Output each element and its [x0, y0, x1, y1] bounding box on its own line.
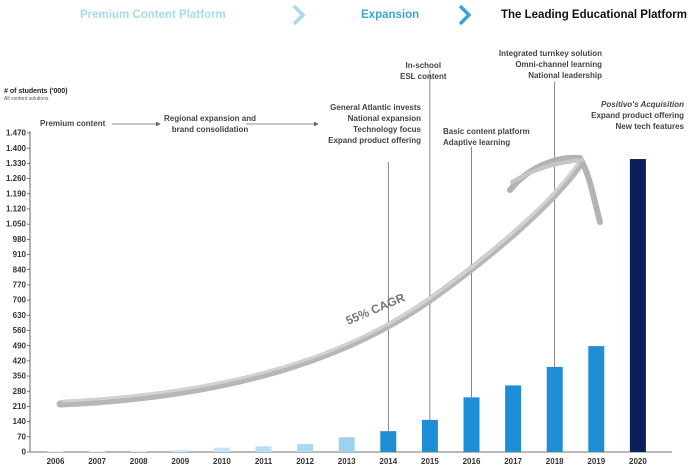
y-tick-label: 1.190 — [6, 189, 27, 198]
y-axis-sublabel: All content solutions — [4, 96, 49, 102]
x-tick-label: 2014 — [379, 457, 397, 466]
x-tick-label: 2010 — [213, 457, 231, 466]
phase-leading-educational-platform: The Leading Educational Platform — [501, 9, 687, 21]
y-tick-label: 490 — [13, 341, 27, 350]
y-tick-label: 140 — [13, 417, 27, 426]
y-axis-label: # of students ('000) — [4, 88, 68, 95]
bar-2020 — [629, 159, 646, 452]
y-tick-label: 1.050 — [6, 220, 27, 229]
x-tick-label: 2006 — [47, 457, 65, 466]
bar-series — [47, 159, 646, 452]
phase-premium-content-platform: Premium Content Platform — [80, 9, 226, 21]
y-tick-label: 280 — [13, 387, 27, 396]
bar-2014 — [380, 431, 397, 452]
y-axis-ticks: 0 70 140 210 280 350 420 490 560 630 700 770 840 910 9… — [6, 129, 30, 457]
y-tick-label: 980 — [13, 235, 27, 244]
note-2014-milestones: General Atlantic invests National expans… — [328, 103, 421, 145]
bar-2007 — [89, 451, 106, 452]
note-premium-content: Premium content — [40, 119, 106, 128]
phase-expansion: Expansion — [361, 9, 420, 21]
bar-2011 — [255, 446, 272, 452]
bar-2015 — [421, 419, 438, 452]
note-2018-milestones: Integrated turnkey solution Omni-channel… — [498, 49, 602, 80]
x-tick-label: 2016 — [463, 457, 481, 466]
note-regional-expansion: Regional expansion and brand consolidati… — [164, 114, 257, 134]
y-tick-label: 420 — [13, 356, 27, 365]
y-tick-label: 1.120 — [6, 205, 27, 214]
y-tick-label: 210 — [13, 402, 27, 411]
bar-2010 — [213, 447, 230, 452]
y-tick-label: 560 — [13, 326, 27, 335]
y-tick-label: 1.470 — [6, 129, 27, 138]
annotation-connectors — [112, 70, 556, 432]
y-tick-label: 1.330 — [6, 159, 27, 168]
cagr-growth-arrow: 55% CAGR — [56, 154, 603, 408]
x-tick-label: 2008 — [130, 457, 148, 466]
y-tick-label: 630 — [13, 311, 27, 320]
chevron-right-icon — [458, 4, 472, 26]
note-2016-milestones: Basic content platform Adaptive learning — [443, 127, 530, 147]
x-tick-label: 2007 — [88, 457, 106, 466]
x-tick-label: 2018 — [546, 457, 564, 466]
y-tick-label: 0 — [22, 448, 27, 457]
y-tick-label: 1.400 — [6, 144, 27, 153]
x-tick-label: 2020 — [629, 457, 647, 466]
y-tick-label: 700 — [13, 296, 27, 305]
x-axis-labels: 2006 2007 2008 2009 2010 2011 2012 2013 2014 2015… — [47, 457, 648, 466]
x-tick-label: 2013 — [338, 457, 356, 466]
x-tick-label: 2009 — [171, 457, 189, 466]
bar-2019 — [588, 346, 605, 452]
x-tick-label: 2019 — [587, 457, 605, 466]
bar-2013 — [338, 437, 355, 452]
bar-2018 — [546, 366, 563, 452]
x-tick-label: 2011 — [255, 457, 273, 466]
note-2020-milestones: Positivo's Acquisition Expand product of… — [591, 100, 684, 131]
y-tick-label: 910 — [13, 250, 27, 259]
x-tick-label: 2017 — [504, 457, 522, 466]
chevron-right-icon — [292, 4, 306, 26]
note-2015-milestones: In-school ESL content — [400, 61, 447, 81]
chart-axes — [29, 131, 672, 453]
y-tick-label: 1.260 — [6, 174, 27, 183]
y-tick-label: 770 — [13, 281, 27, 290]
y-tick-label: 70 — [17, 432, 26, 441]
y-tick-label: 350 — [13, 372, 27, 381]
x-tick-label: 2015 — [421, 457, 439, 466]
x-tick-label: 2012 — [296, 457, 314, 466]
bar-2008 — [130, 450, 147, 452]
bar-2017 — [505, 385, 522, 452]
bar-2009 — [172, 449, 189, 452]
bar-2012 — [297, 443, 314, 452]
y-tick-label: 840 — [13, 265, 27, 274]
bar-2016 — [463, 397, 480, 452]
